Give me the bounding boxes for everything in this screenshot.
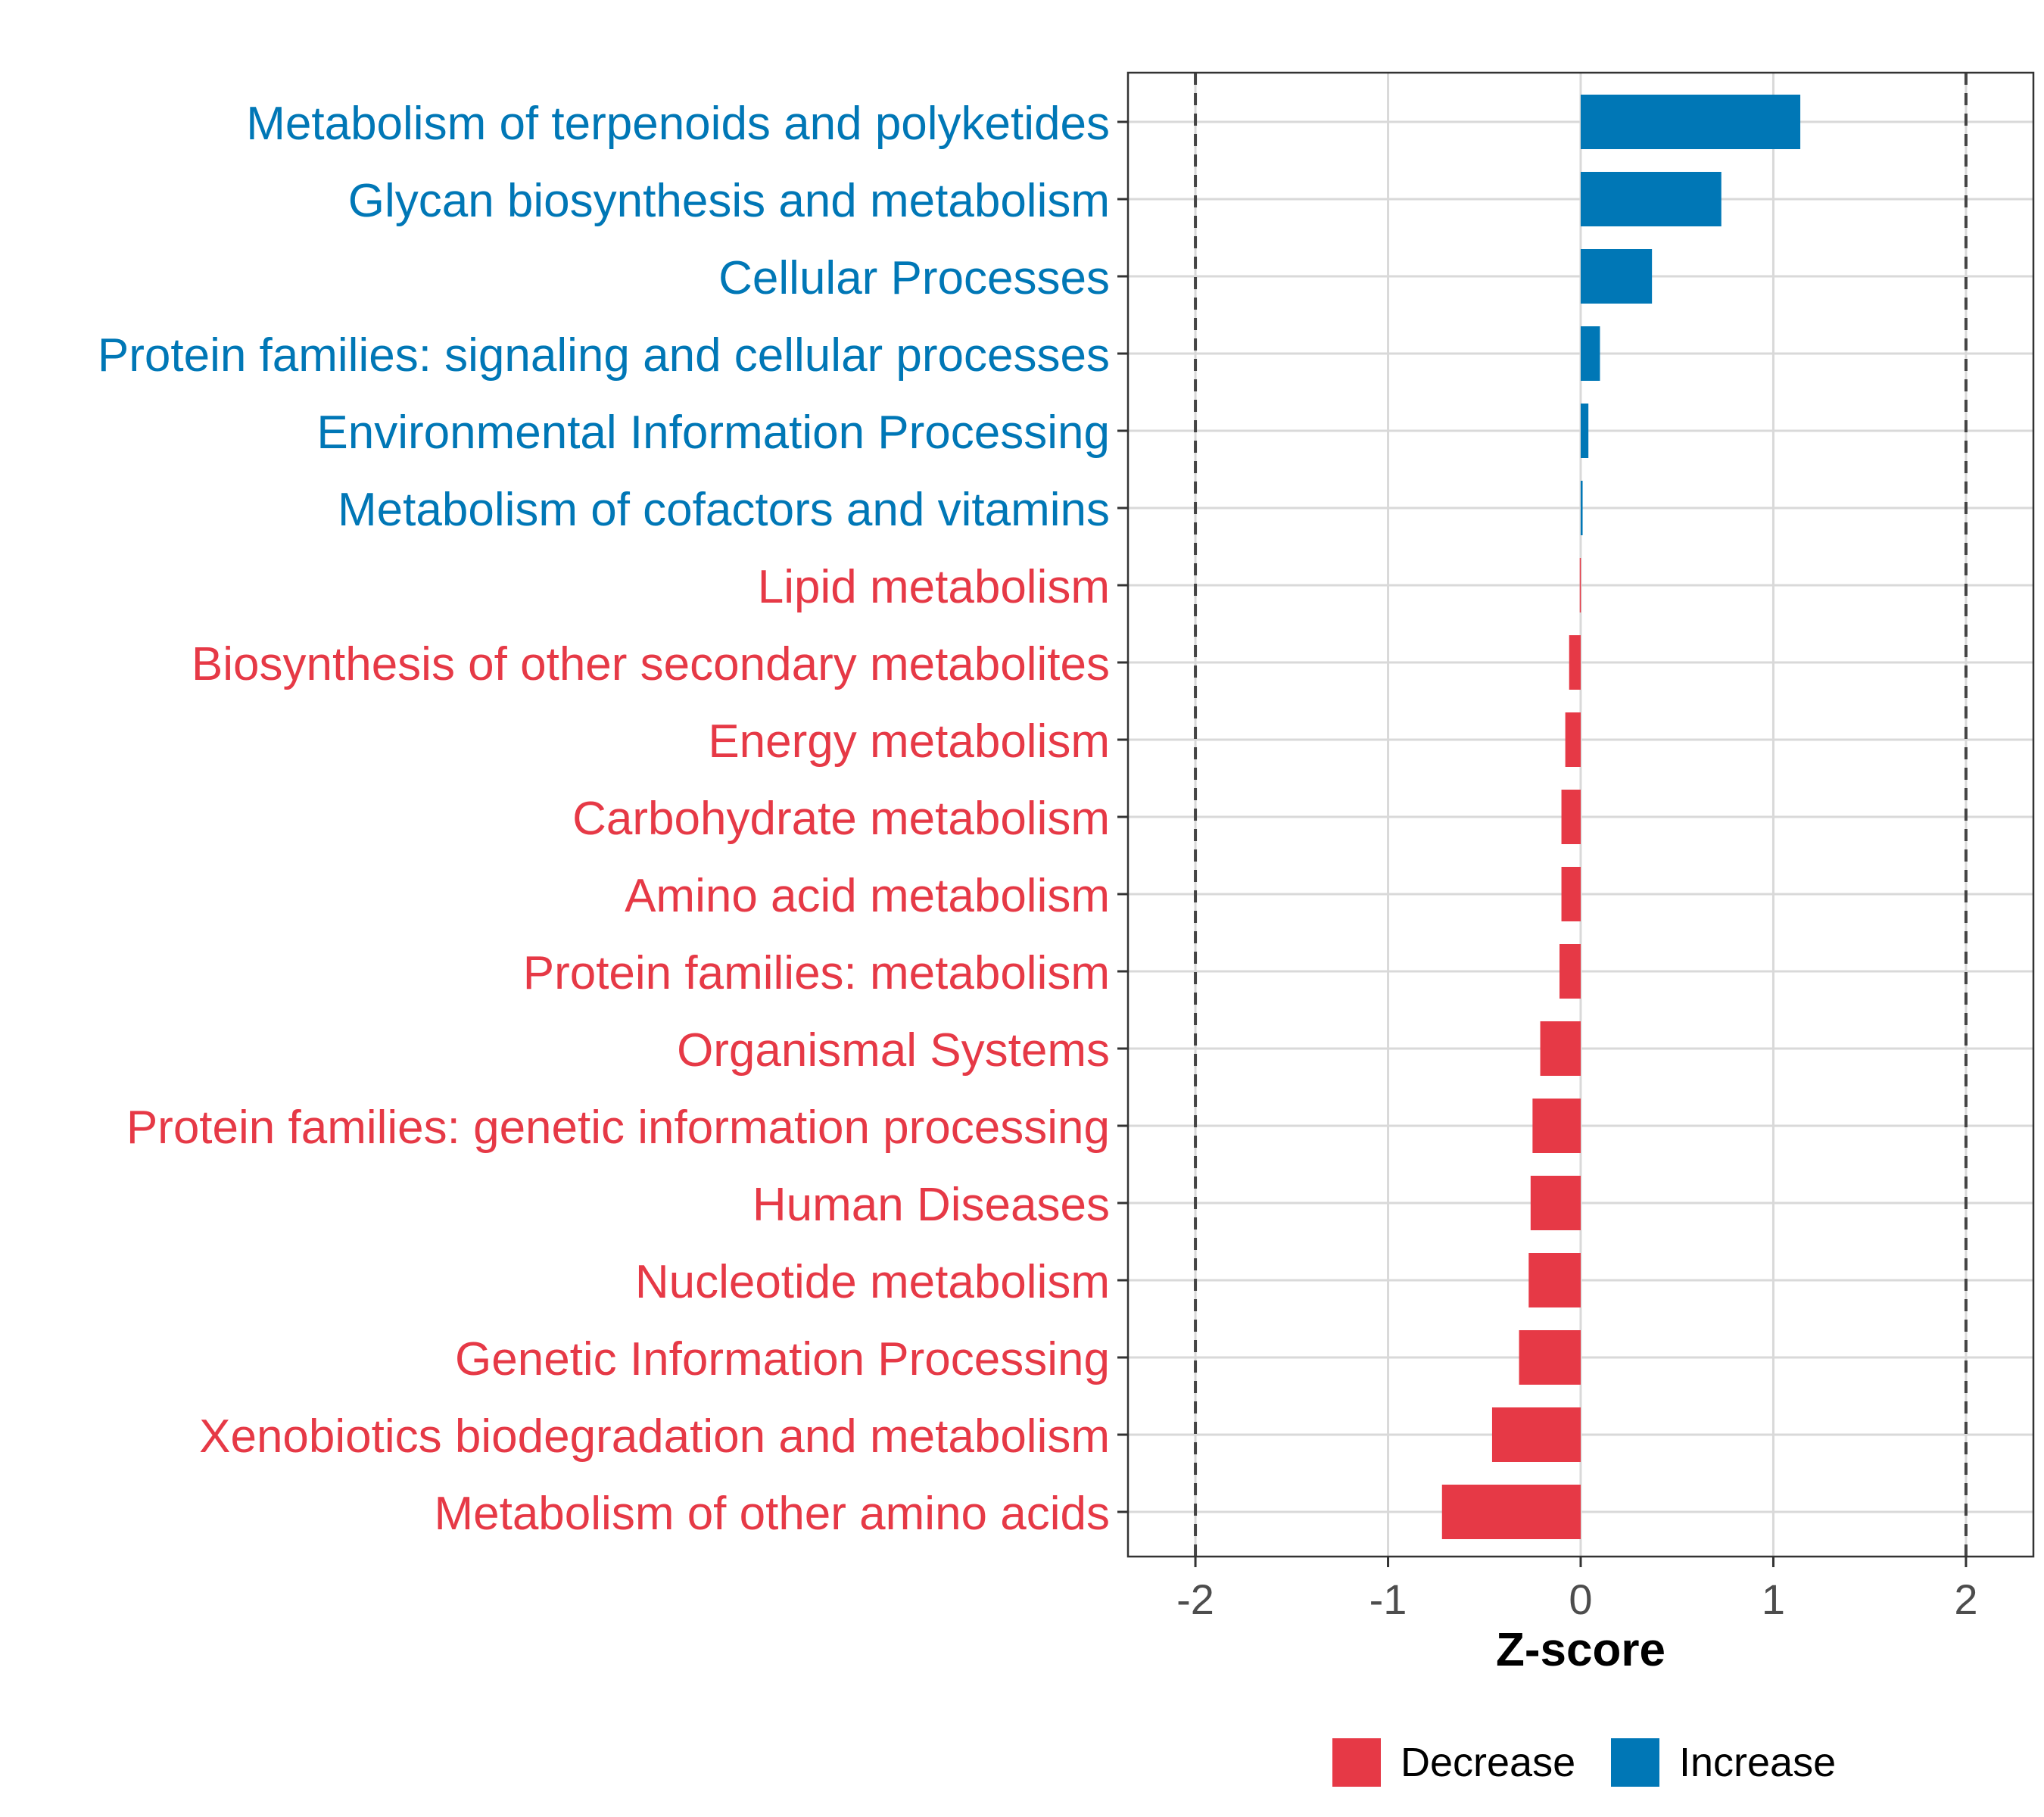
x-tick-label: -2 [1176,1575,1214,1623]
bar [1581,481,1583,535]
y-tick-label: Organismal Systems [677,1024,1110,1077]
bar [1528,1253,1581,1307]
y-tick-label: Protein families: genetic information pr… [126,1102,1110,1154]
bar [1561,790,1581,844]
y-tick-label: Human Diseases [752,1179,1110,1231]
reference-lines [1194,73,1968,1557]
bar [1491,1407,1581,1462]
legend-swatch-increase [1611,1738,1659,1787]
x-tick-label: 0 [1569,1575,1592,1623]
y-tick-label: Xenobiotics biodegradation and metabolis… [199,1410,1110,1463]
bar [1581,95,1801,149]
bar [1532,1099,1581,1153]
legend-label-decrease: Decrease [1401,1740,1575,1785]
y-tick-label: Glycan biosynthesis and metabolism [348,175,1110,227]
y-tick-label: Environmental Information Processing [316,407,1110,459]
y-axis: Metabolism of terpenoids and polyketides… [98,98,1128,1540]
legend-swatch-decrease [1332,1738,1381,1787]
bars [1441,95,1801,1539]
y-tick-label: Biosynthesis of other secondary metaboli… [192,638,1110,690]
bar [1530,1176,1581,1230]
y-tick-label: Genetic Information Processing [455,1333,1110,1385]
y-tick-label: Metabolism of cofactors and vitamins [338,484,1110,536]
bar [1559,944,1581,999]
bar [1561,867,1581,921]
x-axis-title: Z-score [1496,1624,1665,1676]
bar [1579,558,1581,612]
bar [1565,712,1581,767]
y-tick-label: Carbohydrate metabolism [572,793,1110,845]
bar [1540,1021,1581,1076]
y-tick-label: Metabolism of terpenoids and polyketides [246,98,1110,150]
bar [1581,326,1600,381]
y-tick-label: Protein families: metabolism [523,947,1110,999]
legend: Decrease Increase [1332,1738,1836,1787]
legend-label-increase: Increase [1679,1740,1836,1785]
x-tick-label: -1 [1369,1575,1407,1623]
y-tick-label: Metabolism of other amino acids [434,1488,1110,1540]
x-axis: -2 -1 0 1 2 [1176,1557,1978,1623]
bar [1519,1330,1581,1385]
y-tick-label: Nucleotide metabolism [635,1256,1110,1308]
x-tick-label: 2 [1954,1575,1977,1623]
bar [1581,404,1589,458]
y-tick-label: Cellular Processes [718,252,1110,304]
bar [1581,172,1722,226]
bar [1569,635,1581,690]
bar [1441,1485,1581,1539]
y-tick-label: Energy metabolism [708,715,1110,768]
y-tick-label: Protein families: signaling and cellular… [98,329,1110,382]
x-tick-label: 1 [1762,1575,1785,1623]
y-tick-label: Amino acid metabolism [625,870,1110,922]
bar [1581,249,1653,304]
y-tick-label: Lipid metabolism [758,561,1110,613]
